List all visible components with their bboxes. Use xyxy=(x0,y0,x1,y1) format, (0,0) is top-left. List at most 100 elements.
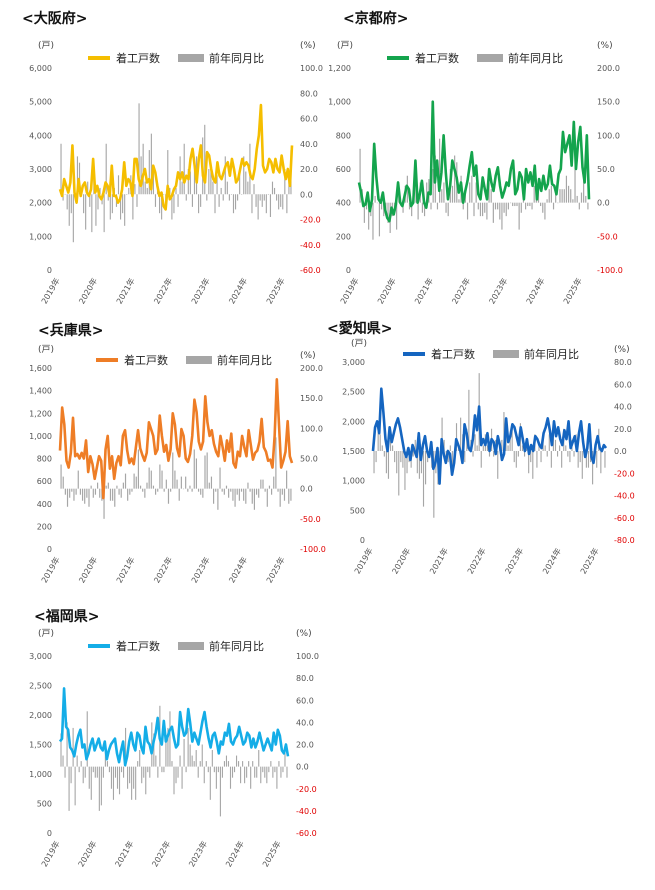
bar xyxy=(238,761,240,767)
bar xyxy=(105,485,107,489)
bar xyxy=(180,476,182,489)
bar xyxy=(255,194,257,207)
bar xyxy=(165,479,167,489)
bar xyxy=(60,464,62,489)
bar xyxy=(225,485,228,489)
x-tick-label: 2020年 xyxy=(390,546,413,576)
right-tick-label: 0.0 xyxy=(296,763,309,772)
bar xyxy=(284,169,286,195)
bar xyxy=(286,194,288,214)
bar xyxy=(243,488,245,501)
bar xyxy=(215,766,217,789)
bar xyxy=(247,482,249,489)
bar xyxy=(94,766,96,778)
bar xyxy=(447,202,449,217)
chart-svg-hyogo: (戸) (%) 着工戸数 前年同月比 1,600 1,400 1,200 1,000 800 60… xyxy=(29,344,326,585)
bar xyxy=(205,761,207,767)
x-tick-label: 2023年 xyxy=(186,839,209,869)
unit-left: (戸) xyxy=(351,338,367,349)
bar xyxy=(604,451,606,468)
legend-bar-swatch xyxy=(477,54,503,62)
x-tick-label: 2020年 xyxy=(76,839,99,869)
bar xyxy=(226,181,228,195)
bar xyxy=(68,194,70,226)
legend-bar-swatch xyxy=(178,54,204,62)
bar xyxy=(578,202,580,210)
bar xyxy=(204,124,206,195)
chart-svg-aichi: (戸) (%) 着工戸数 前年同月比 3,000 2,500 2,000 1,500 1,000… xyxy=(342,338,635,576)
bar xyxy=(261,194,263,207)
right-tick-label: 100.0 xyxy=(300,64,323,73)
right-tick-label: -40.0 xyxy=(296,807,317,816)
bar xyxy=(64,766,66,778)
bar xyxy=(561,451,563,468)
bar xyxy=(74,766,76,806)
bar xyxy=(587,202,589,210)
bar xyxy=(516,202,518,207)
right-tick-label: -100.0 xyxy=(597,266,623,275)
unit-right: (%) xyxy=(300,41,316,51)
bar xyxy=(171,761,173,767)
bar xyxy=(250,766,252,789)
bar xyxy=(402,202,404,213)
bar xyxy=(422,451,425,507)
bar xyxy=(273,476,275,489)
bar xyxy=(505,202,507,217)
legend-line-label: 着工戸数 xyxy=(116,51,160,65)
bar xyxy=(281,488,283,495)
x-tick-label: 2022年 xyxy=(465,546,488,576)
left-tick-label: 600 xyxy=(336,165,351,174)
bar xyxy=(153,733,155,767)
bar xyxy=(480,451,482,468)
bar xyxy=(143,766,145,778)
bar xyxy=(542,202,544,213)
bar xyxy=(191,488,193,492)
left-tick-label: 6,000 xyxy=(29,64,52,73)
right-tick-label: 40.0 xyxy=(614,403,632,412)
bar xyxy=(170,488,172,492)
bar xyxy=(368,202,370,230)
x-tick-label: 2023年 xyxy=(487,276,510,306)
bar xyxy=(269,194,272,217)
left-tick-label: 1,200 xyxy=(29,409,52,418)
unit-right: (%) xyxy=(597,41,613,51)
legend-bar-label: 前年同月比 xyxy=(209,51,264,65)
bar xyxy=(133,766,135,789)
right-tick-label: 60.0 xyxy=(296,696,314,705)
legend: 着工戸数 前年同月比 xyxy=(387,51,563,65)
bar xyxy=(227,761,230,767)
bar xyxy=(193,162,196,195)
right-tick-label: 100.0 xyxy=(296,652,319,661)
bar xyxy=(417,202,419,220)
bar xyxy=(136,194,138,207)
x-tick-label: 2022年 xyxy=(151,555,174,585)
bar xyxy=(70,194,72,214)
bar xyxy=(509,434,511,451)
x-tick-label: 2021年 xyxy=(114,276,137,306)
bar xyxy=(380,202,383,210)
bar xyxy=(189,744,191,767)
left-tick-label: 800 xyxy=(336,131,351,140)
bar xyxy=(73,488,75,501)
right-tick-label: 80.0 xyxy=(300,89,318,98)
bar xyxy=(198,194,200,214)
bar xyxy=(546,199,548,203)
left-tick-label: 0 xyxy=(346,266,351,275)
bar xyxy=(501,202,503,230)
bar xyxy=(167,488,170,504)
bar xyxy=(377,423,379,451)
legend-bar-swatch xyxy=(186,356,212,364)
x-tick-label: 2025年 xyxy=(561,276,584,306)
bar xyxy=(163,766,165,773)
bar xyxy=(474,434,476,451)
bar xyxy=(454,155,456,203)
bar xyxy=(228,194,230,201)
bar xyxy=(251,194,253,214)
bar xyxy=(374,195,376,203)
bar xyxy=(161,194,163,220)
bar xyxy=(392,445,394,451)
bar xyxy=(165,738,167,767)
bar xyxy=(273,187,276,195)
bar xyxy=(557,202,559,204)
bar xyxy=(260,479,262,489)
